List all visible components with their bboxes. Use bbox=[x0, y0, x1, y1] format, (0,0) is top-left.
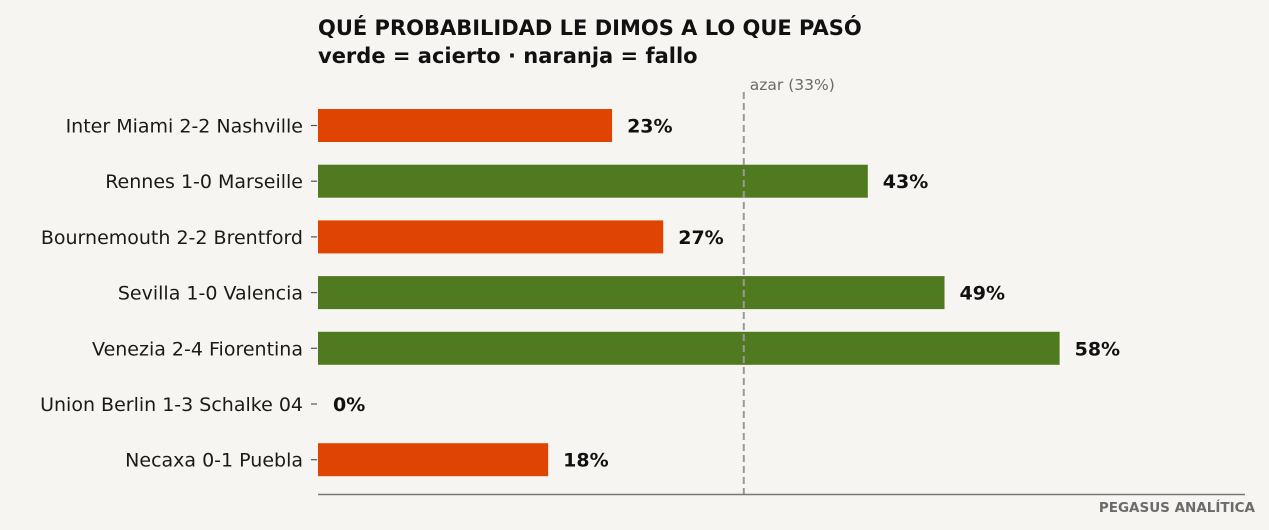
value-label: 23% bbox=[627, 116, 672, 138]
bar bbox=[318, 443, 549, 477]
chart-subtitle: verde = acierto · naranja = fallo bbox=[318, 44, 698, 68]
category-label: Bournemouth 2-2 Brentford bbox=[41, 227, 303, 249]
value-label: 0% bbox=[333, 394, 365, 416]
value-label: 49% bbox=[960, 283, 1005, 305]
bar bbox=[318, 109, 613, 142]
value-label: 58% bbox=[1075, 338, 1120, 360]
reference-label: azar (33%) bbox=[750, 76, 835, 94]
credit-label: PEGASUS ANALÍTICA bbox=[1099, 499, 1256, 516]
category-label: Union Berlin 1-3 Schalke 04 bbox=[40, 394, 303, 416]
value-label: 27% bbox=[678, 227, 723, 249]
bar bbox=[318, 220, 664, 254]
bar bbox=[318, 164, 868, 198]
category-label: Venezia 2-4 Fiorentina bbox=[92, 338, 303, 360]
bars-group: Inter Miami 2-2 Nashville 23% Rennes 1-0 M… bbox=[40, 109, 1120, 477]
category-label: Inter Miami 2-2 Nashville bbox=[66, 116, 303, 138]
bar bbox=[318, 331, 1060, 365]
category-label: Rennes 1-0 Marseille bbox=[105, 171, 303, 193]
category-label: Sevilla 1-0 Valencia bbox=[118, 283, 303, 305]
value-label: 43% bbox=[883, 171, 928, 193]
value-label: 18% bbox=[563, 450, 608, 472]
category-label: Necaxa 0-1 Puebla bbox=[125, 450, 303, 472]
bar bbox=[318, 276, 945, 310]
chart-title: QUÉ PROBABILIDAD LE DIMOS A LO QUE PASÓ bbox=[318, 15, 862, 40]
